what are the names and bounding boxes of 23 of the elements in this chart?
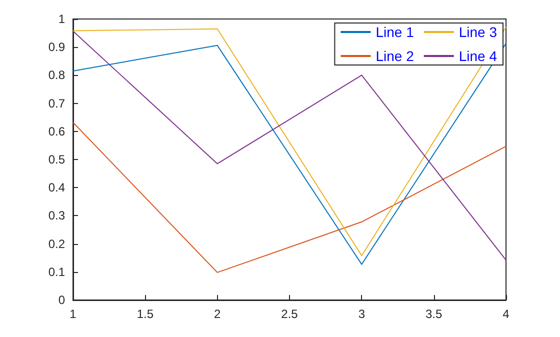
y-tick-label: 0.3 xyxy=(48,208,66,223)
x-tick-label: 4 xyxy=(502,307,510,321)
x-tick-label: 3.5 xyxy=(425,307,442,321)
y-tick-label: 0.6 xyxy=(48,124,66,138)
y-tick-label: 0.7 xyxy=(48,96,66,110)
y-tick-label: 0 xyxy=(58,293,66,307)
x-tick-label: 1.5 xyxy=(136,307,154,321)
y-tick-label: 0.1 xyxy=(48,264,66,279)
legend-label: Line 2 xyxy=(376,48,414,64)
x-tick-label: 2.5 xyxy=(281,307,298,321)
x-tick-label: 1 xyxy=(70,307,77,321)
y-tick-label: 0.9 xyxy=(48,40,66,54)
x-tick-label: 2 xyxy=(214,307,221,321)
y-tick-label: 0.4 xyxy=(48,180,66,195)
y-tick-label: 0.8 xyxy=(48,68,66,82)
line-series xyxy=(72,122,506,273)
y-tick-label: 0.2 xyxy=(48,236,66,251)
y-tick-label: 1 xyxy=(58,12,66,26)
legend-label: Line 1 xyxy=(376,24,414,40)
x-tick-label: 3 xyxy=(358,307,366,321)
legend-label: Line 3 xyxy=(458,24,498,40)
y-tick-label: 0.5 xyxy=(48,152,66,166)
legend-label: Line 4 xyxy=(458,48,498,64)
